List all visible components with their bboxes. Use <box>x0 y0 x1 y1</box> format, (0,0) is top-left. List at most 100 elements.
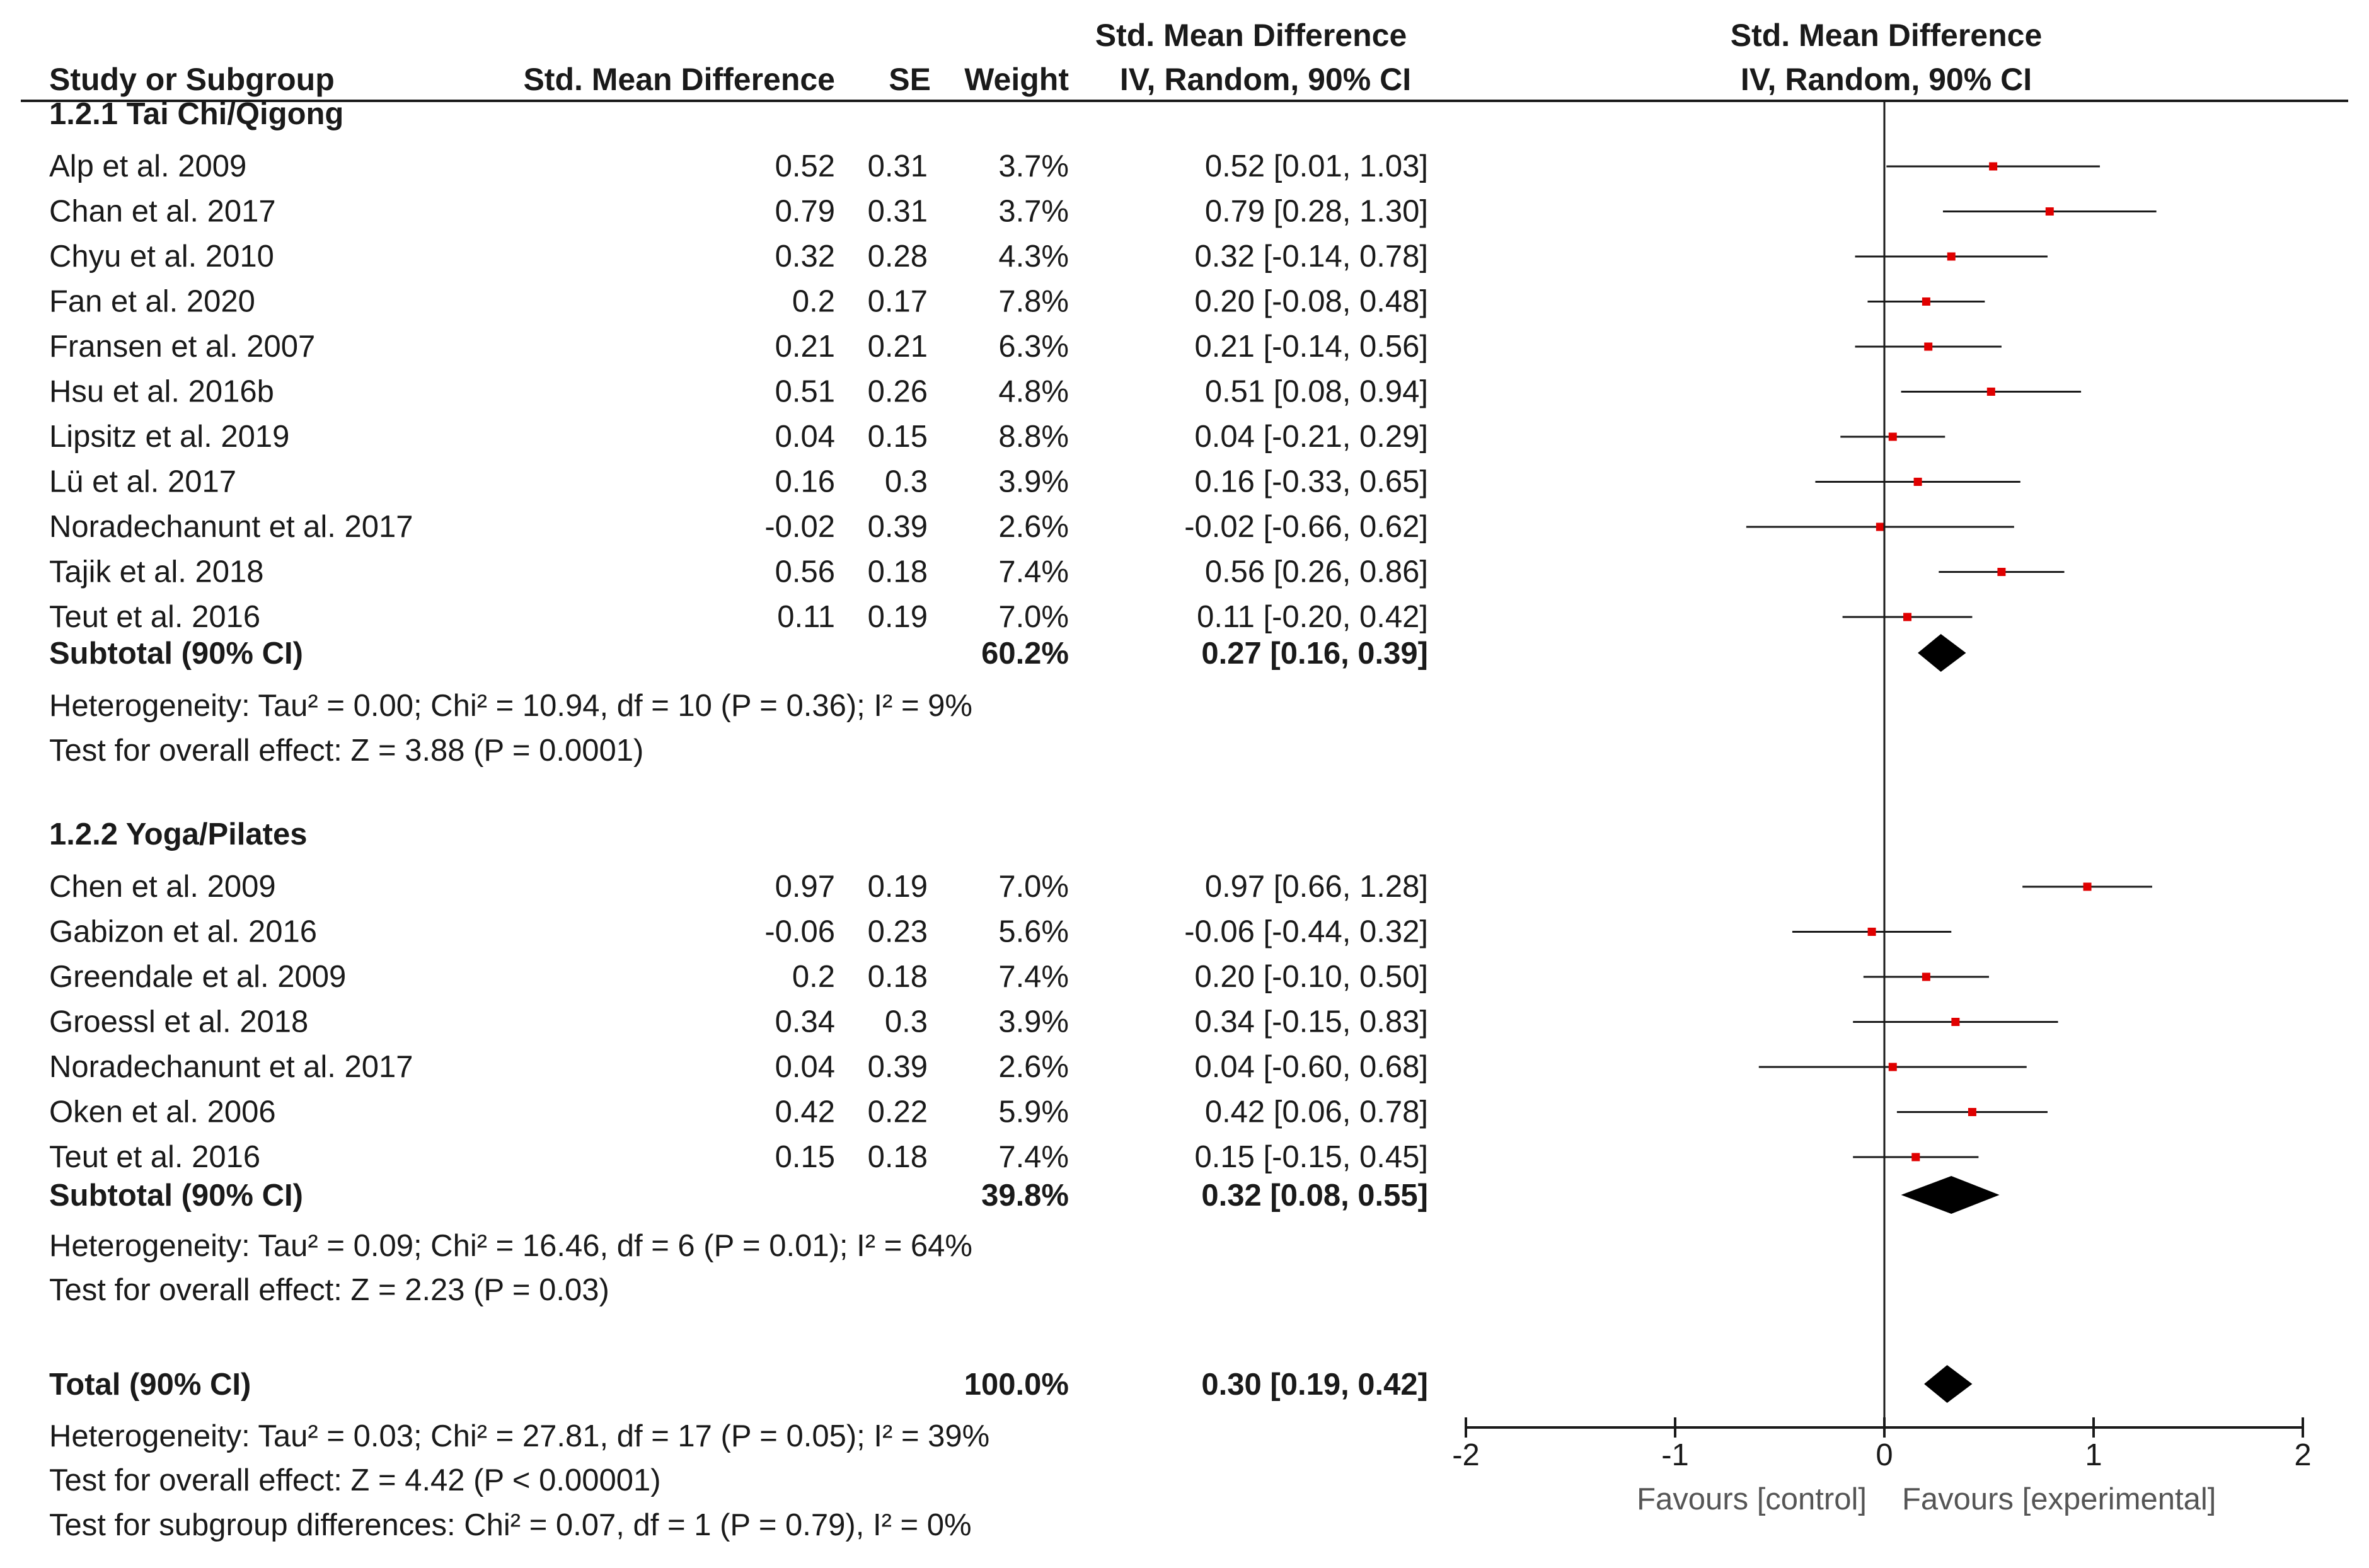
study-ci: 0.15 [-0.15, 0.45] <box>1195 1140 1429 1174</box>
study-point-estimate <box>1903 613 1912 621</box>
study-smd: 0.04 <box>775 420 835 454</box>
study-point-estimate <box>1924 342 1933 351</box>
header-study: Study or Subgroup <box>49 62 335 97</box>
study-se: 0.21 <box>868 330 928 364</box>
study-weight: 5.9% <box>998 1095 1069 1129</box>
study-se: 0.18 <box>868 960 928 994</box>
study-weight: 7.0% <box>998 600 1069 634</box>
study-point-estimate <box>1922 972 1930 981</box>
subtotal-diamond <box>1901 1176 2000 1214</box>
group-title: 1.2.1 Tai Chi/Qigong <box>49 97 343 131</box>
study-smd: 0.32 <box>775 239 835 274</box>
header-weight: Weight <box>964 62 1069 97</box>
study-weight: 2.6% <box>998 510 1069 544</box>
study-name: Chen et al. 2009 <box>49 870 276 904</box>
study-ci: 0.42 [0.06, 0.78] <box>1205 1095 1428 1129</box>
study-weight: 6.3% <box>998 330 1069 364</box>
study-ci: 0.20 [-0.08, 0.48] <box>1195 285 1429 319</box>
x-axis-tick-label: 1 <box>2085 1438 2102 1472</box>
study-point-estimate <box>1888 432 1897 441</box>
overall-effect-text: Test for overall effect: Z = 3.88 (P = 0… <box>49 734 643 768</box>
study-se: 0.39 <box>868 1050 928 1084</box>
total-overall-effect-text: Test for overall effect: Z = 4.42 (P < 0… <box>49 1463 661 1497</box>
study-ci: 0.52 [0.01, 1.03] <box>1205 149 1428 183</box>
study-se: 0.19 <box>868 600 928 634</box>
study-name: Fan et al. 2020 <box>49 285 255 319</box>
study-ci: 0.20 [-0.10, 0.50] <box>1195 960 1429 994</box>
study-ci: 0.32 [-0.14, 0.78] <box>1195 239 1429 274</box>
subtotal-ci: 0.27 [0.16, 0.39] <box>1201 637 1428 671</box>
study-se: 0.26 <box>868 375 928 409</box>
study-name: Chyu et al. 2010 <box>49 239 274 274</box>
study-point-estimate <box>1913 478 1922 486</box>
subtotal-label: Subtotal (90% CI) <box>49 1179 303 1213</box>
total-ci: 0.30 [0.19, 0.42] <box>1201 1368 1428 1402</box>
study-name: Oken et al. 2006 <box>49 1095 276 1129</box>
x-axis-tick-label: 0 <box>1876 1438 1893 1472</box>
study-smd: -0.02 <box>764 510 835 544</box>
overall-effect-text: Test for overall effect: Z = 2.23 (P = 0… <box>49 1273 609 1307</box>
favours-control-label: Favours [control] <box>1637 1482 1867 1516</box>
total-weight: 100.0% <box>964 1368 1069 1402</box>
study-smd: 0.97 <box>775 870 835 904</box>
study-point-estimate <box>1867 928 1876 936</box>
x-axis-tick-label: 2 <box>2294 1438 2311 1472</box>
heterogeneity-text: Heterogeneity: Tau² = 0.00; Chi² = 10.94… <box>49 689 972 723</box>
study-name: Greendale et al. 2009 <box>49 960 346 994</box>
study-smd: 0.15 <box>775 1140 835 1174</box>
favours-experimental-label: Favours [experimental] <box>1902 1482 2216 1516</box>
study-point-estimate <box>1922 297 1930 306</box>
study-smd: 0.2 <box>792 960 835 994</box>
study-point-estimate <box>1888 1063 1897 1071</box>
study-weight: 4.3% <box>998 239 1069 274</box>
study-point-estimate <box>1986 388 1995 396</box>
study-name: Fransen et al. 2007 <box>49 330 315 364</box>
study-smd: 0.16 <box>775 465 835 499</box>
study-weight: 4.8% <box>998 375 1069 409</box>
study-se: 0.31 <box>868 149 928 183</box>
subtotal-diamond <box>1918 634 1966 672</box>
header-smd: Std. Mean Difference <box>523 62 835 97</box>
study-point-estimate <box>1911 1153 1920 1162</box>
study-point-estimate <box>1951 1018 1960 1026</box>
study-name: Chan et al. 2017 <box>49 195 276 229</box>
study-se: 0.3 <box>885 1005 928 1039</box>
subtotal-ci: 0.32 [0.08, 0.55] <box>1201 1179 1428 1213</box>
study-ci: 0.34 [-0.15, 0.83] <box>1195 1005 1429 1039</box>
study-name: Teut et al. 2016 <box>49 1140 260 1174</box>
study-point-estimate <box>1876 522 1884 531</box>
x-axis-tick-label: -2 <box>1452 1438 1480 1472</box>
study-weight: 3.9% <box>998 465 1069 499</box>
study-se: 0.19 <box>868 870 928 904</box>
study-point-estimate <box>2083 882 2092 891</box>
study-point-estimate <box>1968 1108 1976 1116</box>
study-se: 0.17 <box>868 285 928 319</box>
header-plot-bottom: IV, Random, 90% CI <box>1741 62 2032 97</box>
header-smd-ci-bottom: IV, Random, 90% CI <box>1120 62 1411 97</box>
study-weight: 7.4% <box>998 960 1069 994</box>
study-ci: 0.56 [0.26, 0.86] <box>1205 555 1428 589</box>
study-name: Hsu et al. 2016b <box>49 375 274 409</box>
study-name: Noradechanunt et al. 2017 <box>49 510 413 544</box>
study-name: Teut et al. 2016 <box>49 600 260 634</box>
study-weight: 3.7% <box>998 195 1069 229</box>
header-smd-ci-top: Std. Mean Difference <box>1095 18 1407 53</box>
study-ci: 0.11 [-0.20, 0.42] <box>1197 600 1428 634</box>
subtotal-label: Subtotal (90% CI) <box>49 637 303 671</box>
total-diamond <box>1924 1365 1973 1403</box>
study-name: Alp et al. 2009 <box>49 149 246 183</box>
study-smd: 0.04 <box>775 1050 835 1084</box>
study-weight: 2.6% <box>998 1050 1069 1084</box>
study-point-estimate <box>2045 207 2054 216</box>
study-name: Tajik et al. 2018 <box>49 555 264 589</box>
study-smd: 0.2 <box>792 285 835 319</box>
study-ci: 0.21 [-0.14, 0.56] <box>1195 330 1429 364</box>
study-se: 0.18 <box>868 555 928 589</box>
study-point-estimate <box>1947 252 1956 261</box>
study-ci: 0.97 [0.66, 1.28] <box>1205 870 1428 904</box>
total-label: Total (90% CI) <box>49 1368 251 1402</box>
x-axis-tick-label: -1 <box>1661 1438 1689 1472</box>
study-se: 0.22 <box>868 1095 928 1129</box>
study-ci: 0.04 [-0.21, 0.29] <box>1195 420 1429 454</box>
